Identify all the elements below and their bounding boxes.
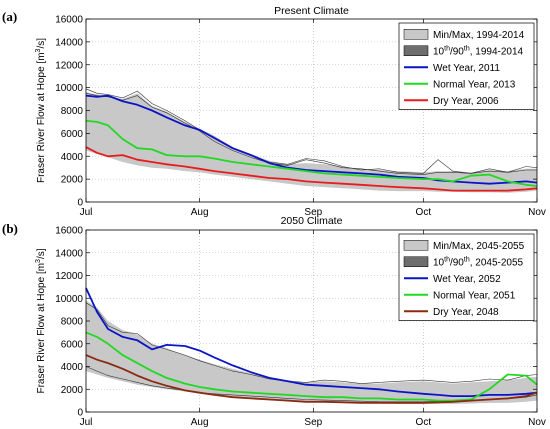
legend-label: Wet Year, 2052 bbox=[433, 274, 501, 285]
chart-title: Present Climate bbox=[274, 5, 349, 17]
y-axis-label: Fraser River Flow at Hope [m3/s] bbox=[35, 38, 47, 183]
legend-label-part: th bbox=[444, 45, 450, 52]
legend-swatch bbox=[403, 45, 429, 56]
y-tick-label: 0 bbox=[77, 198, 83, 209]
legend-label: Wet Year, 2011 bbox=[433, 63, 500, 74]
legend-label-part: th bbox=[444, 256, 450, 263]
min-max-band bbox=[86, 92, 537, 193]
y-tick-label: 2000 bbox=[61, 385, 84, 396]
y-axis-label-part: Fraser River Flow at Hope [m bbox=[36, 263, 47, 394]
y-axis-label-part: /s] bbox=[36, 38, 47, 49]
legend-label-part: 10 bbox=[433, 46, 445, 57]
y-tick-label: 16000 bbox=[55, 15, 83, 26]
y-tick-label: 10000 bbox=[55, 83, 83, 94]
y-tick-label: 14000 bbox=[55, 248, 83, 259]
y-axis-label-part: Fraser River Flow at Hope [m bbox=[36, 52, 47, 183]
series-line bbox=[85, 287, 538, 397]
legend-label: Min/Max, 1994-2014 bbox=[433, 30, 525, 41]
y-tick-label: 0 bbox=[77, 408, 83, 419]
y-axis-label: Fraser River Flow at Hope [m3/s] bbox=[35, 248, 47, 393]
series-line bbox=[85, 354, 538, 404]
y-tick-label: 2000 bbox=[61, 175, 84, 186]
legend-label-part: /90 bbox=[450, 46, 464, 57]
y-tick-label: 6000 bbox=[61, 339, 84, 350]
y-tick-label: 12000 bbox=[55, 60, 83, 71]
x-tick-label: Aug bbox=[191, 417, 209, 428]
y-axis-label-sup: 3 bbox=[35, 48, 42, 52]
legend-label-part: /90 bbox=[450, 257, 464, 268]
y-tick-label: 4000 bbox=[61, 362, 84, 373]
legend-label-part: 10 bbox=[433, 257, 445, 268]
legend-label: Normal Year, 2013 bbox=[433, 79, 516, 90]
legend-swatch bbox=[403, 256, 429, 267]
envelope-line bbox=[85, 302, 538, 384]
envelope-line bbox=[85, 88, 537, 174]
x-tick-label: Nov bbox=[528, 417, 546, 428]
x-tick-label: Oct bbox=[416, 207, 432, 218]
chart-panel-2050: (b) 2050 Climate 0 2000 4000 6000 8000 10000 120… bbox=[2, 215, 546, 428]
y-tick-label: 8000 bbox=[61, 317, 84, 328]
legend-swatch bbox=[403, 29, 429, 40]
x-tick-label: Aug bbox=[191, 207, 209, 218]
chart-panel-present: (a) Present Climate 0 2000 4000 6000 8000 10000… bbox=[2, 5, 546, 218]
legend-label: 10th/90th, 2045-2055 bbox=[433, 256, 524, 268]
y-tick-label: 14000 bbox=[55, 37, 83, 48]
series-line bbox=[85, 331, 538, 402]
y-tick-label: 8000 bbox=[61, 106, 84, 117]
x-tick-label: Sep bbox=[304, 207, 322, 218]
series-line bbox=[85, 146, 538, 192]
min-max-band bbox=[86, 300, 537, 404]
legend-swatch bbox=[403, 240, 429, 251]
x-tick-label: Oct bbox=[416, 417, 432, 428]
legend-label: Dry Year, 2048 bbox=[433, 307, 499, 318]
y-tick-label: 16000 bbox=[55, 226, 83, 237]
x-tick-label: Sep bbox=[304, 417, 322, 428]
panel-label: (a) bbox=[2, 9, 17, 24]
legend-label: Min/Max, 2045-2055 bbox=[433, 241, 525, 252]
legend-label-part: th bbox=[464, 256, 470, 263]
x-tick-label: Jul bbox=[80, 207, 93, 218]
y-tick-label: 6000 bbox=[61, 129, 84, 140]
x-tick-label: Jul bbox=[80, 417, 93, 428]
legend-label-part: th bbox=[464, 45, 470, 52]
legend-label-part: , 2045-2055 bbox=[470, 257, 524, 268]
series-line bbox=[85, 119, 538, 187]
y-axis-label-sup: 3 bbox=[35, 259, 42, 263]
envelope-line bbox=[85, 93, 538, 175]
panel-label: (b) bbox=[2, 221, 18, 236]
series-line bbox=[85, 94, 538, 185]
y-axis-label-part: /s] bbox=[36, 248, 47, 259]
chart-title: 2050 Climate bbox=[281, 215, 343, 227]
y-tick-label: 12000 bbox=[55, 271, 83, 282]
legend-label: 10th/90th, 1994-2014 bbox=[433, 45, 524, 57]
y-tick-label: 10000 bbox=[55, 294, 83, 305]
legend-label: Dry Year, 2006 bbox=[433, 96, 499, 107]
y-tick-label: 4000 bbox=[61, 152, 84, 163]
x-tick-label: Nov bbox=[528, 207, 546, 218]
legend-label-part: , 1994-2014 bbox=[470, 46, 524, 57]
legend-label: Normal Year, 2051 bbox=[433, 290, 516, 301]
